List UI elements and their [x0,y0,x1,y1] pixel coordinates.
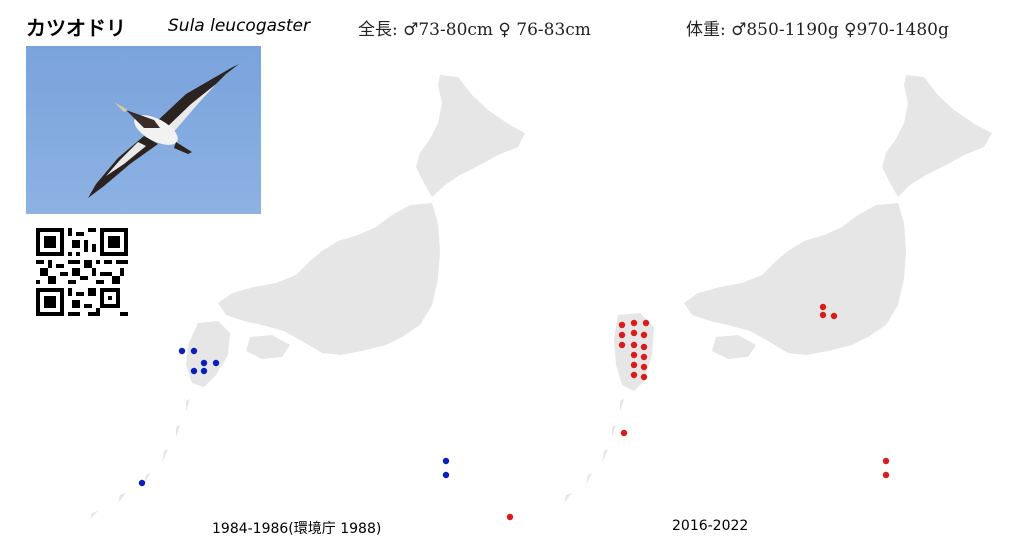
record-marker-right-15 [819,303,827,311]
record-marker-left-0 [178,347,186,355]
record-marker-left-7 [442,457,450,465]
record-marker-left-1 [190,347,198,355]
markers-right [618,303,890,479]
record-marker-right-8 [640,343,648,351]
record-marker-left-4 [212,359,220,367]
record-marker-right-17 [830,312,838,320]
record-marker-right-2 [642,319,650,327]
record-marker-right-18 [620,429,628,437]
body-weight-text: 体重: ♂850-1190g ♀970-1480g [686,20,949,40]
body-length-text: 全長: ♂73-80cm ♀ 76-83cm [358,20,591,40]
record-marker-right-9 [630,351,638,359]
record-marker-right-10 [640,353,648,361]
record-marker-left-6 [138,479,146,487]
species-name-scientific: Sula leucogaster [168,16,310,36]
record-marker-right-12 [640,363,648,371]
record-marker-right-7 [630,341,638,349]
record-marker-right-6 [618,341,626,349]
record-marker-right-3 [618,331,626,339]
markers-left [138,347,514,521]
record-marker-right-19 [882,457,890,465]
record-marker-right-4 [630,329,638,337]
distribution-map-1984-1986 [40,55,540,535]
qr-code[interactable] [36,228,128,316]
record-marker-left-8 [442,471,450,479]
map-caption-right: 2016-2022 [672,518,749,534]
map-caption-left: 1984-1986(環境庁 1988) [212,521,382,537]
record-marker-left-2 [190,367,198,375]
record-marker-left-3 [200,359,208,367]
japan-map-right [564,75,992,503]
record-marker-right-11 [630,361,638,369]
bird-photo [26,46,261,214]
japan-map-left [90,75,525,521]
record-marker-right-5 [640,331,648,339]
record-marker-right-16 [819,311,827,319]
distribution-map-2016-2022 [510,55,1020,535]
species-name-japanese: カツオドリ [26,16,126,40]
record-marker-left-5 [200,367,208,375]
record-marker-right-20 [882,471,890,479]
record-marker-right-1 [630,319,638,327]
record-marker-right-0 [618,321,626,329]
record-marker-right-13 [630,371,638,379]
record-marker-right-14 [640,373,648,381]
record-marker-left-9 [506,513,514,521]
